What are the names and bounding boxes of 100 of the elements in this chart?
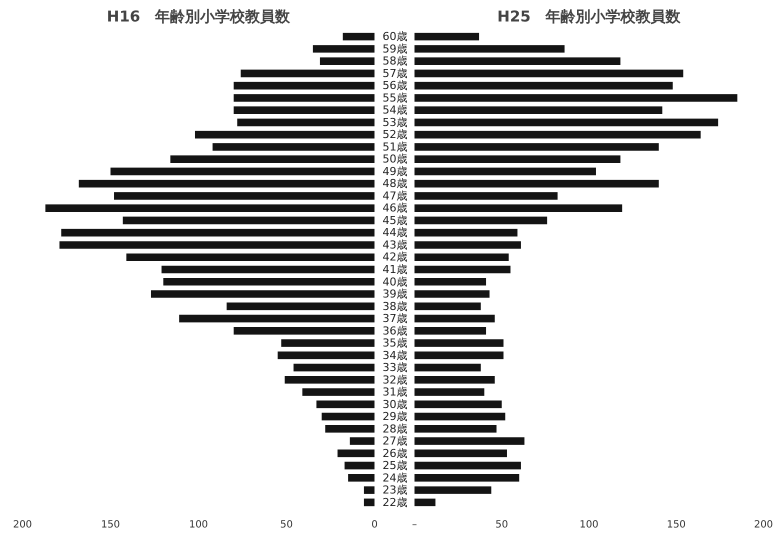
bar [163,278,374,286]
chart-title: H25 年齢別小学校教員数 [497,8,682,26]
bar [414,241,521,249]
x-tick-label: 150 [100,520,120,530]
x-tick-label: 200 [12,520,32,530]
y-tick-label: 55歳 [382,91,408,104]
bar [414,118,718,126]
bar [122,216,374,224]
bar [414,437,524,445]
bar [414,168,596,176]
y-tick-label: 31歳 [382,386,408,399]
y-tick-label: 52歳 [382,128,408,142]
x-tick-label: 100 [579,520,599,530]
y-tick-label: 59歳 [382,42,408,56]
bar [414,376,495,384]
bar [414,351,504,360]
bar [414,253,509,262]
bar [414,486,492,494]
bar [414,462,521,470]
y-tick-label: 33歳 [382,361,408,374]
y-tick-label: 60歳 [382,30,408,44]
bar [414,192,558,200]
bar [294,364,374,372]
bar [59,241,374,249]
bar [284,376,374,384]
y-tick-label: 42歳 [382,250,408,264]
bar [237,118,374,126]
bar [281,339,374,347]
bar [414,204,622,212]
y-tick-label: 58歳 [382,54,408,68]
y-tick-label: 48歳 [382,177,408,190]
bar [414,290,490,298]
bar [344,462,374,470]
bar [414,106,662,114]
bar [312,45,374,53]
x-tick-label: 150 [666,520,686,530]
bar [278,351,374,360]
y-tick-label: 38歳 [382,300,408,313]
x-tick-label: – [412,520,417,530]
y-tick-label: 54歳 [382,104,408,117]
x-tick-label: 0 [371,520,378,530]
bar [162,266,374,274]
bar [414,228,518,237]
y-tick-label: 45歳 [382,214,408,227]
bar [126,253,374,262]
bar [414,180,659,188]
bar [414,400,502,408]
bar [350,437,374,445]
bar [240,70,374,78]
bar [150,290,374,298]
bar [414,474,520,482]
bar [414,450,507,458]
bar [325,425,374,433]
y-tick-label: 28歳 [382,422,408,436]
bar [414,314,495,322]
bar [414,302,481,310]
y-tick-label: 40歳 [382,275,408,288]
y-tick-label: 25歳 [382,459,408,472]
bar [414,70,684,78]
y-tick-label: 27歳 [382,434,408,448]
x-tick-label: 200 [754,520,774,530]
bar [234,82,374,90]
bar [414,266,510,274]
x-tick-label: 100 [188,520,208,530]
bar [226,302,374,310]
y-tick-label: 23歳 [382,484,408,497]
y-tick-label: 51歳 [382,140,408,154]
x-tick-label: 50 [280,520,293,530]
bar [414,94,738,102]
bar [364,498,374,506]
y-tick-label: 26歳 [382,446,408,460]
bar [338,450,374,458]
y-tick-label: 24歳 [382,471,408,484]
bar [234,94,374,102]
bar [302,388,374,396]
bar [414,388,484,396]
y-tick-label: 37歳 [382,312,408,326]
bar [320,57,374,65]
x-tick-label: 50 [495,520,508,530]
bar [414,326,486,335]
y-tick-label: 35歳 [382,336,408,350]
bar [414,364,481,372]
bar [61,228,374,237]
bar [414,155,620,163]
chart-title: H16 年齢別小学校教員数 [106,8,292,26]
y-tick-label: 56歳 [382,79,408,92]
y-tick-label: 53歳 [382,116,408,129]
bar [414,498,436,506]
bar [194,130,374,138]
bar [414,57,620,65]
y-tick-label: 22歳 [382,496,408,509]
bar [114,192,374,200]
y-tick-label: 43歳 [382,238,408,252]
bar [414,216,548,224]
y-tick-label: 57歳 [382,66,408,80]
bar [414,45,565,53]
bar [234,106,374,114]
y-tick-label: 46歳 [382,202,408,215]
bar [414,143,659,151]
y-tick-label: 47歳 [382,189,408,202]
